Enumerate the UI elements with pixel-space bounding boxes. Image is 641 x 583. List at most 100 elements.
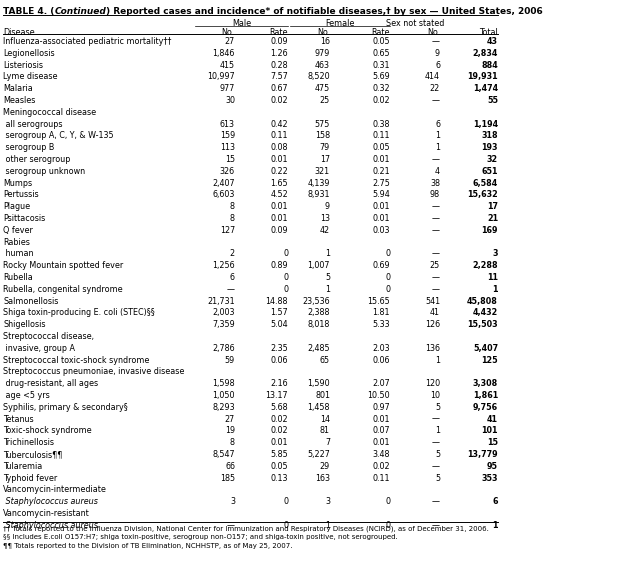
Text: 159: 159: [220, 131, 235, 141]
Text: 8,293: 8,293: [212, 403, 235, 412]
Text: 0.02: 0.02: [372, 462, 390, 471]
Text: 0: 0: [283, 497, 288, 506]
Text: Meningococcal disease: Meningococcal disease: [3, 108, 96, 117]
Text: 0.08: 0.08: [271, 143, 288, 152]
Text: 0.01: 0.01: [372, 438, 390, 447]
Text: 22: 22: [429, 84, 440, 93]
Text: 113: 113: [220, 143, 235, 152]
Text: 1.57: 1.57: [271, 308, 288, 317]
Text: 25: 25: [320, 96, 330, 105]
Text: Trichinellosis: Trichinellosis: [3, 438, 54, 447]
Text: 1: 1: [435, 356, 440, 364]
Text: 5: 5: [325, 273, 330, 282]
Text: 5.94: 5.94: [372, 191, 390, 199]
Text: 2.03: 2.03: [372, 344, 390, 353]
Text: 0: 0: [385, 250, 390, 258]
Text: 0: 0: [385, 285, 390, 294]
Text: 21: 21: [487, 214, 498, 223]
Text: 1,590: 1,590: [308, 379, 330, 388]
Text: 1: 1: [325, 285, 330, 294]
Text: 5.33: 5.33: [372, 320, 390, 329]
Text: 11: 11: [487, 273, 498, 282]
Text: Tetanus: Tetanus: [3, 415, 33, 424]
Text: 326: 326: [220, 167, 235, 176]
Text: 8: 8: [230, 438, 235, 447]
Text: 0.31: 0.31: [372, 61, 390, 69]
Text: 0.42: 0.42: [271, 120, 288, 129]
Text: other serogroup: other serogroup: [3, 155, 71, 164]
Text: 0.02: 0.02: [271, 426, 288, 436]
Text: 8,931: 8,931: [308, 191, 330, 199]
Text: 0.21: 0.21: [372, 167, 390, 176]
Text: 6: 6: [435, 120, 440, 129]
Text: —: —: [432, 37, 440, 46]
Text: Rubella, congenital syndrome: Rubella, congenital syndrome: [3, 285, 122, 294]
Text: 0.38: 0.38: [372, 120, 390, 129]
Text: 1,050: 1,050: [213, 391, 235, 400]
Text: 79: 79: [320, 143, 330, 152]
Text: —: —: [227, 521, 235, 530]
Text: Plague: Plague: [3, 202, 30, 211]
Text: Rabies: Rabies: [3, 238, 30, 247]
Text: 613: 613: [220, 120, 235, 129]
Text: 0.67: 0.67: [271, 84, 288, 93]
Text: 9: 9: [435, 49, 440, 58]
Text: 66: 66: [225, 462, 235, 471]
Text: 1,474: 1,474: [473, 84, 498, 93]
Text: —: —: [432, 415, 440, 424]
Text: 2.07: 2.07: [372, 379, 390, 388]
Text: 1.65: 1.65: [271, 178, 288, 188]
Text: 2.16: 2.16: [271, 379, 288, 388]
Text: —: —: [432, 285, 440, 294]
Text: 0.03: 0.03: [372, 226, 390, 235]
Text: Male: Male: [232, 19, 251, 28]
Text: Tularemia: Tularemia: [3, 462, 42, 471]
Text: 127: 127: [220, 226, 235, 235]
Text: Staphylococcus aureus: Staphylococcus aureus: [3, 497, 98, 506]
Text: 0.05: 0.05: [271, 462, 288, 471]
Text: 5.04: 5.04: [271, 320, 288, 329]
Text: 101: 101: [481, 426, 498, 436]
Text: 0.97: 0.97: [372, 403, 390, 412]
Text: Streptococcus pneumoniae, invasive disease: Streptococcus pneumoniae, invasive disea…: [3, 367, 185, 377]
Text: 136: 136: [425, 344, 440, 353]
Text: 884: 884: [481, 61, 498, 69]
Text: 185: 185: [220, 473, 235, 483]
Text: 23,536: 23,536: [303, 297, 330, 305]
Text: 95: 95: [487, 462, 498, 471]
Text: 1: 1: [435, 426, 440, 436]
Text: 541: 541: [425, 297, 440, 305]
Text: 5.85: 5.85: [271, 450, 288, 459]
Text: 1,458: 1,458: [308, 403, 330, 412]
Text: —: —: [432, 521, 440, 530]
Text: 0: 0: [385, 521, 390, 530]
Text: 1,846: 1,846: [213, 49, 235, 58]
Text: Syphilis, primary & secondary§: Syphilis, primary & secondary§: [3, 403, 128, 412]
Text: 0.13: 0.13: [271, 473, 288, 483]
Text: 17: 17: [320, 155, 330, 164]
Text: —: —: [432, 155, 440, 164]
Text: serogroup A, C, Y, & W-135: serogroup A, C, Y, & W-135: [3, 131, 113, 141]
Text: 21,731: 21,731: [208, 297, 235, 305]
Text: 98: 98: [430, 191, 440, 199]
Text: Mumps: Mumps: [3, 178, 32, 188]
Text: 3.48: 3.48: [372, 450, 390, 459]
Text: ¶¶ Totals reported to the Division of TB Elimination, NCHHSTP, as of May 25, 200: ¶¶ Totals reported to the Division of TB…: [3, 543, 292, 549]
Text: 2.75: 2.75: [372, 178, 390, 188]
Text: age <5 yrs: age <5 yrs: [3, 391, 50, 400]
Text: 17: 17: [487, 202, 498, 211]
Text: 5,407: 5,407: [473, 344, 498, 353]
Text: Female: Female: [326, 19, 354, 28]
Text: 977: 977: [220, 84, 235, 93]
Text: Staphylococcus aureus: Staphylococcus aureus: [3, 521, 98, 530]
Text: 979: 979: [315, 49, 330, 58]
Text: 8,018: 8,018: [308, 320, 330, 329]
Text: Rate: Rate: [269, 28, 288, 37]
Text: Streptococcal toxic-shock syndrome: Streptococcal toxic-shock syndrome: [3, 356, 149, 364]
Text: 0.69: 0.69: [372, 261, 390, 270]
Text: 169: 169: [481, 226, 498, 235]
Text: serogroup B: serogroup B: [3, 143, 54, 152]
Text: 125: 125: [481, 356, 498, 364]
Text: 14: 14: [320, 415, 330, 424]
Text: 2,485: 2,485: [308, 344, 330, 353]
